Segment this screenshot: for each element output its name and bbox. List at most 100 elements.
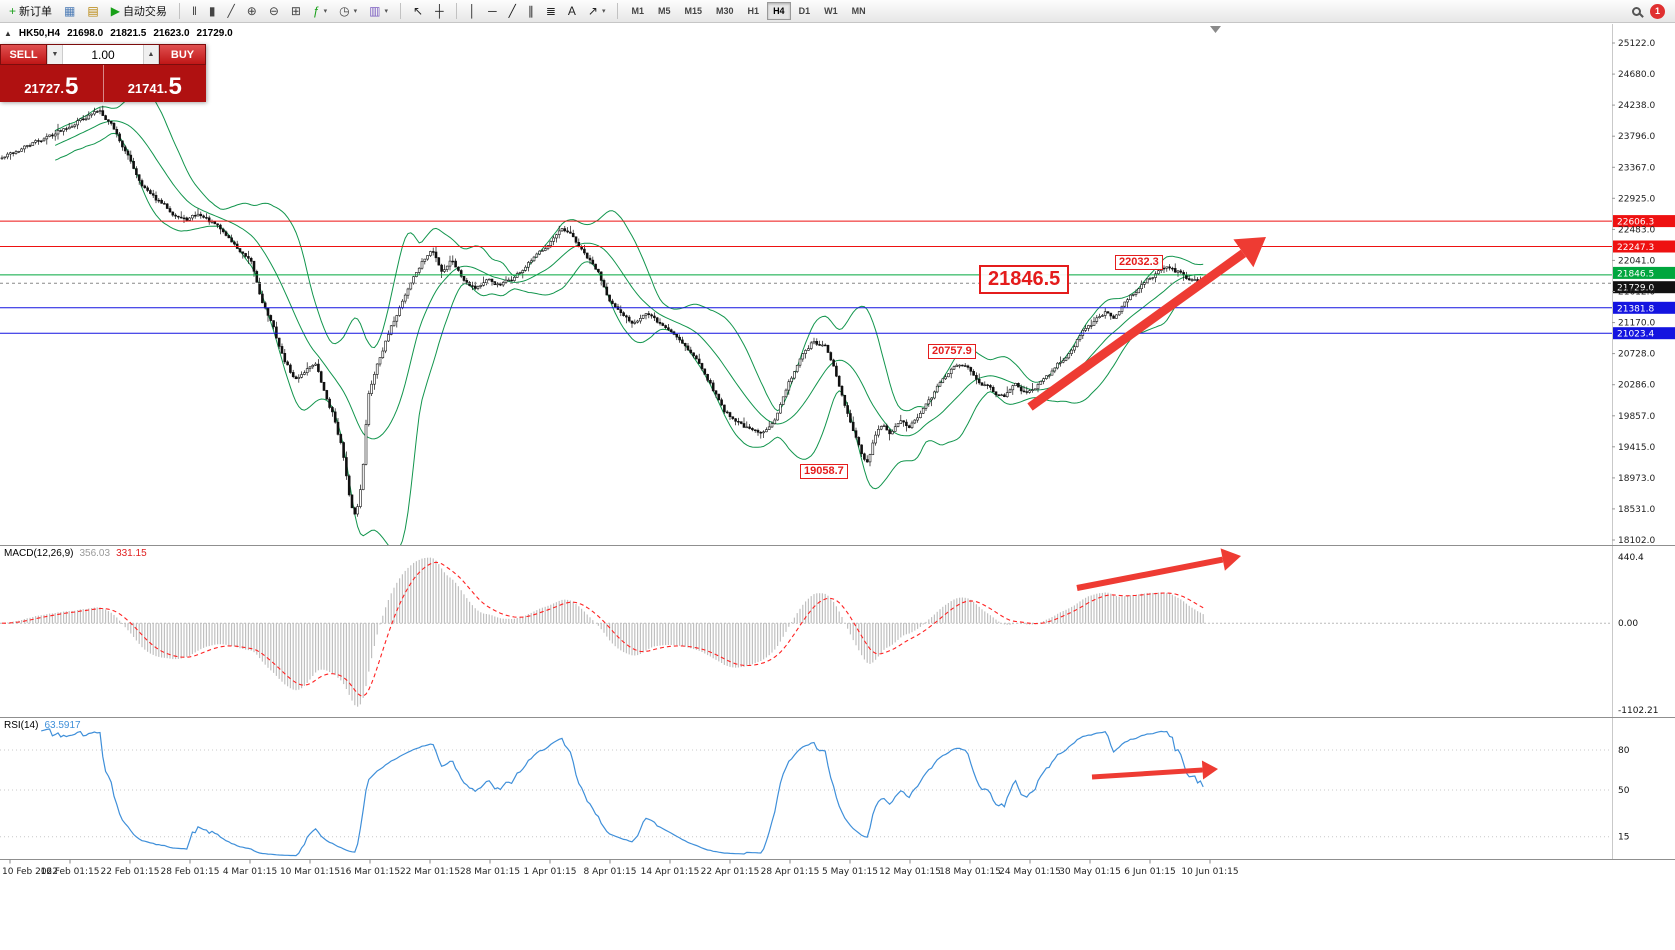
tf-m30-button[interactable]: M30: [710, 2, 740, 20]
svg-text:50: 50: [1618, 786, 1630, 796]
price-axis[interactable]: 25122.0 24680.0 24238.0 23796.0 23367.0 22925…: [1612, 24, 1655, 860]
buy-price-pip: 5: [168, 72, 182, 100]
toolbar-button-label: 自动交易: [122, 6, 167, 18]
symbol-period-label: HK50,H4: [18, 28, 61, 39]
candle-chart-button[interactable]: ▮: [204, 2, 221, 21]
price-tag: 21023.4: [1613, 327, 1675, 340]
zoom-out-button[interactable]: ⊖: [264, 2, 284, 21]
bollinger-bands: [54, 88, 1204, 545]
arrows-button[interactable]: ↗ ▾: [583, 2, 611, 21]
sell-button[interactable]: SELL: [0, 44, 47, 65]
buy-price[interactable]: 21741. 5: [104, 65, 207, 102]
svg-text:22483.0: 22483.0: [1618, 225, 1655, 235]
price-tag: 21846.5: [1613, 266, 1675, 279]
volume-increase-button[interactable]: ▲: [143, 45, 159, 64]
sell-price[interactable]: 21727. 5: [0, 65, 104, 102]
rsi-indicator-label: RSI(14) 63.5917: [4, 720, 81, 731]
cursor-button[interactable]: ↖: [408, 2, 428, 21]
clock-icon: ◷: [339, 4, 350, 18]
tf-mn-button[interactable]: MN: [846, 2, 872, 20]
fibonacci-button[interactable]: ≣: [541, 2, 561, 21]
svg-text:22 Apr 01:15: 22 Apr 01:15: [701, 867, 760, 877]
vertical-line-button[interactable]: │: [464, 2, 482, 21]
svg-text:28 Apr 01:15: 28 Apr 01:15: [761, 867, 820, 877]
annotation-price-label[interactable]: 19058.7: [800, 464, 848, 479]
zoom-out-icon: ⊖: [268, 4, 279, 18]
notification-badge[interactable]: 1: [1650, 3, 1665, 19]
annotation-price-label[interactable]: 20757.9: [928, 344, 976, 359]
channel-button[interactable]: ∥: [523, 2, 539, 21]
tf-w1-button[interactable]: W1: [818, 2, 844, 20]
svg-text:18 May 01:15: 18 May 01:15: [939, 867, 1001, 877]
svg-text:15: 15: [1618, 833, 1629, 843]
text-button[interactable]: A: [563, 2, 581, 21]
line-chart-button[interactable]: ╱: [223, 2, 240, 21]
indicators-icon: ƒ: [312, 4, 320, 18]
new-order-icon: +: [9, 4, 17, 18]
horizontal-line-button[interactable]: ─: [483, 2, 502, 21]
svg-text:21846.5: 21846.5: [1617, 269, 1654, 279]
candles: [0, 105, 1205, 517]
zoom-in-button[interactable]: ⊕: [242, 2, 262, 21]
svg-text:22606.3: 22606.3: [1617, 218, 1654, 228]
tf-m5-button[interactable]: M5: [652, 2, 677, 20]
trend-arrow[interactable]: [1027, 237, 1266, 411]
toolbar-button-label: 新订单: [19, 6, 53, 18]
profiles-button[interactable]: ▤: [82, 2, 103, 21]
tf-h4-button[interactable]: H4: [767, 2, 791, 20]
templates-button[interactable]: ▥ ▾: [364, 2, 393, 21]
horizontal-price-lines[interactable]: 22606.3 22247.3 21846.5 21729.0 21381.8 21023…: [0, 215, 1675, 340]
macd-signal-value: 331.15: [116, 548, 147, 559]
annotation-price-label[interactable]: 22032.3: [1115, 255, 1163, 270]
crosshair-icon: ┼: [435, 4, 444, 18]
tf-h1-button[interactable]: H1: [742, 2, 766, 20]
tf-d1-button[interactable]: D1: [793, 2, 817, 20]
tf-m15-button[interactable]: M15: [679, 2, 709, 20]
dropdown-caret-icon: ▾: [384, 8, 388, 15]
trend-arrow[interactable]: [1091, 760, 1218, 780]
volume-input[interactable]: 1.00: [91, 47, 115, 62]
periods-button[interactable]: ◷ ▾: [334, 2, 362, 21]
arrow-tool-icon: ↗: [587, 4, 598, 18]
svg-text:25122.0: 25122.0: [1618, 39, 1655, 49]
svg-text:22 Mar 01:15: 22 Mar 01:15: [400, 867, 460, 877]
trendline-button[interactable]: ╱: [504, 2, 521, 21]
macd-histogram: [4, 557, 1204, 707]
svg-text:18973.0: 18973.0: [1618, 474, 1655, 484]
chart-ohlc-title: ▲ HK50,H4 21698.0 21821.5 21623.0 21729.…: [4, 28, 233, 39]
chart-shift-marker[interactable]: [1210, 26, 1221, 33]
buy-price-main: 21741.: [127, 80, 168, 96]
svg-text:18102.0: 18102.0: [1618, 536, 1655, 546]
new-order-button[interactable]: + 新订单: [4, 2, 57, 21]
charts-button[interactable]: ▦: [59, 2, 80, 21]
svg-text:20728.0: 20728.0: [1618, 350, 1655, 360]
svg-text:12 May 01:15: 12 May 01:15: [879, 867, 941, 877]
price-tag: 22247.3: [1613, 240, 1675, 253]
tf-m1-button[interactable]: M1: [625, 2, 650, 20]
auto-trading-button[interactable]: ▶ 自动交易: [106, 2, 172, 21]
toolbar-separator: [617, 3, 619, 19]
macd-panel: 440.4 0.00 -1102.21: [0, 553, 1658, 716]
oneclick-panel-toggle[interactable]: ▲: [4, 29, 12, 38]
tile-windows-button[interactable]: ⊞: [286, 2, 306, 21]
svg-text:21170.0: 21170.0: [1618, 319, 1655, 329]
search-button[interactable]: [1627, 2, 1646, 21]
rsi-value: 63.5917: [44, 720, 81, 731]
channel-icon: ∥: [527, 4, 534, 18]
annotation-price-label[interactable]: 21846.5: [979, 265, 1070, 294]
svg-text:22 Feb 01:15: 22 Feb 01:15: [100, 867, 159, 877]
sell-price-pip: 5: [64, 72, 79, 100]
cursor-icon: ↖: [413, 4, 424, 18]
trend-arrow[interactable]: [1076, 548, 1241, 591]
toolbar: + 新订单 ▦ ▤ ▶ 自动交易 ‖ ▮ ╱ ⊕ ⊖ ⊞ ƒ ▾ ◷ ▾ ▥ ▾ ↖ ┼ │ ─ ╱ ∥ ≣ A ↗ ▾ M1 M5 M15…: [0, 0, 1675, 23]
profiles-icon: ▤: [87, 4, 99, 18]
svg-text:10 Mar 01:15: 10 Mar 01:15: [280, 867, 340, 877]
crosshair-button[interactable]: ┼: [430, 2, 449, 21]
volume-decrease-button[interactable]: ▼: [47, 45, 63, 64]
bar-chart-icon: ‖: [191, 4, 197, 18]
buy-button[interactable]: BUY: [159, 44, 206, 65]
indicators-button[interactable]: ƒ ▾: [308, 2, 332, 21]
bar-chart-button[interactable]: ‖: [187, 2, 202, 21]
